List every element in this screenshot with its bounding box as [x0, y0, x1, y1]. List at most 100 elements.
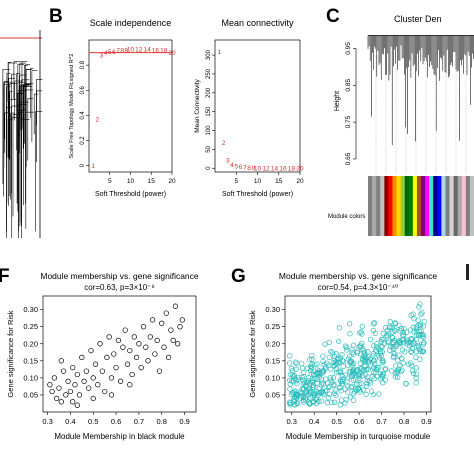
- data-point: [49, 388, 55, 395]
- data-point: [350, 397, 357, 403]
- point-label: 4: [104, 50, 108, 57]
- data-point: [332, 399, 338, 405]
- data-point: [399, 355, 405, 362]
- chart-title: Scale independence: [90, 18, 172, 28]
- data-point: [79, 354, 85, 361]
- data-point: [331, 353, 338, 359]
- data-point: [308, 371, 314, 377]
- data-point: [319, 370, 325, 377]
- point-label: 14: [143, 46, 151, 53]
- data-point: [337, 359, 343, 366]
- point-label: 20: [296, 165, 304, 172]
- data-point: [410, 311, 416, 317]
- point-label: 14: [271, 165, 279, 172]
- x-tick-label: 0.7: [376, 417, 386, 426]
- data-point: [86, 385, 92, 391]
- data-point: [179, 317, 185, 323]
- data-point: [413, 365, 420, 371]
- data-point: [419, 310, 425, 316]
- data-point: [371, 358, 377, 364]
- plot-frame: [284, 295, 432, 413]
- y-tick-label: 150: [206, 106, 212, 117]
- data-point: [305, 387, 311, 393]
- data-point: [364, 380, 370, 387]
- data-point: [390, 350, 396, 357]
- data-point: [307, 356, 313, 363]
- data-point: [409, 362, 415, 369]
- module-color-swatch: [461, 176, 467, 236]
- y-tick-label: 200: [206, 87, 212, 98]
- data-point: [328, 348, 334, 355]
- y-tick-label: 0.65: [345, 152, 352, 165]
- module-color-swatch: [408, 176, 414, 236]
- data-point: [58, 399, 64, 405]
- data-point: [337, 402, 343, 408]
- data-point: [383, 366, 389, 372]
- data-point: [350, 351, 356, 357]
- point-label: 1: [91, 163, 95, 170]
- module-color-swatch: [376, 176, 381, 236]
- data-point: [328, 377, 334, 383]
- data-point: [327, 374, 333, 381]
- data-point: [315, 376, 321, 383]
- y-tick-label: 0: [206, 166, 212, 170]
- data-point: [154, 337, 160, 344]
- data-point: [353, 386, 359, 392]
- point-label: 18: [288, 165, 296, 172]
- x-tick-label: 0.9: [421, 417, 431, 426]
- data-point: [348, 394, 354, 400]
- data-point: [111, 351, 117, 357]
- data-point: [369, 373, 376, 380]
- chart-title: Cluster Den: [394, 14, 442, 24]
- chart-subtitle: cor=0.63, p=3×10⁻⁹: [84, 283, 155, 292]
- data-point: [418, 311, 424, 317]
- data-point: [365, 349, 371, 355]
- data-point: [122, 327, 128, 333]
- x-tick-label: 0.4: [65, 417, 75, 426]
- y-tick-label: 0.4: [80, 111, 86, 120]
- data-point: [393, 363, 399, 369]
- data-point: [356, 375, 362, 382]
- chart-title: Module membership vs. gene significance: [40, 271, 199, 281]
- data-point: [108, 375, 115, 381]
- module-color-swatch: [400, 176, 405, 236]
- point-label: 8: [247, 165, 251, 172]
- data-point: [371, 320, 378, 326]
- data-point: [416, 304, 422, 310]
- data-point: [149, 317, 156, 323]
- y-tick-label: 0.30: [265, 305, 280, 314]
- point-label: 9: [125, 48, 129, 55]
- data-point: [287, 400, 293, 406]
- module-color-swatch: [372, 176, 377, 236]
- data-point: [389, 335, 396, 341]
- data-point: [309, 352, 315, 359]
- data-point: [333, 392, 339, 399]
- data-point: [364, 383, 370, 390]
- turquoise-module-scatter: Module membership vs. gene significance c…: [248, 271, 437, 441]
- data-point: [133, 354, 140, 361]
- data-point: [340, 363, 346, 370]
- data-point: [376, 391, 382, 397]
- point-label: 16: [279, 165, 287, 172]
- data-point: [65, 378, 71, 384]
- data-point: [325, 395, 332, 401]
- data-point: [356, 381, 362, 387]
- module-color-swatch: [368, 176, 373, 236]
- data-point: [145, 358, 151, 364]
- data-point: [333, 366, 340, 372]
- point-label: 5: [108, 49, 112, 56]
- data-point: [370, 327, 377, 334]
- module-color-swatch: [404, 176, 410, 236]
- y-tick-label: 0.25: [23, 322, 38, 331]
- data-point: [115, 337, 122, 344]
- data-point: [387, 319, 393, 325]
- data-point: [104, 354, 110, 361]
- data-point: [102, 388, 108, 395]
- y-tick-label: 300: [206, 49, 212, 60]
- data-point: [311, 392, 317, 399]
- data-point: [357, 330, 363, 336]
- point-label: 10: [127, 46, 135, 53]
- data-point: [316, 368, 322, 374]
- plot-frame: [214, 39, 301, 173]
- module-color-swatch: [437, 176, 442, 236]
